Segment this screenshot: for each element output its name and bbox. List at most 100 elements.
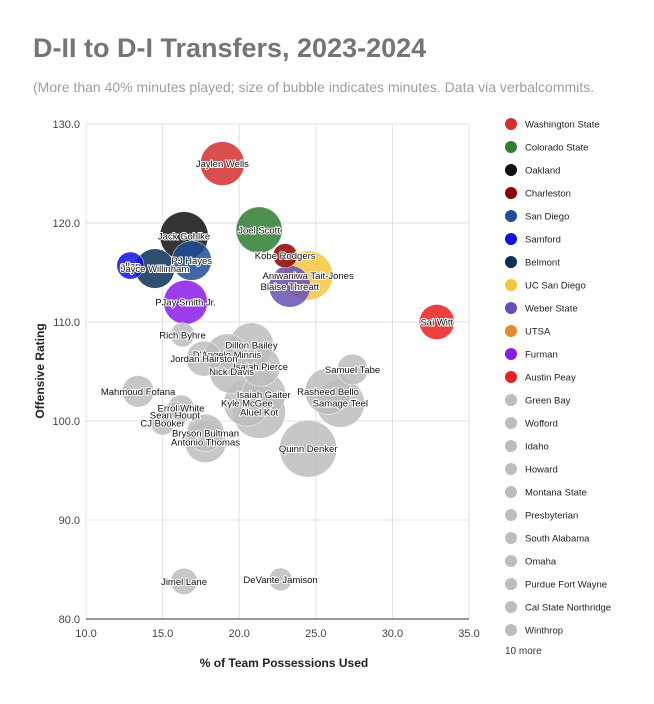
data-label: Blaise Threatt bbox=[261, 282, 320, 293]
legend-swatch bbox=[505, 279, 517, 291]
data-label: Kyle McGee bbox=[221, 399, 273, 410]
legend-item[interactable]: Cal State Northridge bbox=[505, 601, 611, 614]
data-label: Sean Houpt bbox=[150, 411, 201, 422]
legend-item[interactable]: Austin Peay bbox=[505, 371, 576, 384]
data-label: Jordan Hairston bbox=[170, 354, 237, 365]
bubble-point[interactable] bbox=[170, 322, 195, 348]
axes: 10.0 15.0 20.0 25.0 30.0 35.0 80.0 90.0 100.0 110… bbox=[52, 119, 479, 640]
legend-item[interactable]: Idaho bbox=[505, 440, 549, 453]
legend-label: Green Bay bbox=[525, 396, 571, 407]
data-label: Rich Byhre bbox=[159, 330, 205, 341]
legend-item[interactable]: Montana State bbox=[505, 486, 587, 499]
bubble-point[interactable] bbox=[170, 567, 198, 595]
legend-swatch bbox=[505, 601, 517, 613]
legend-item[interactable]: Omaha bbox=[505, 555, 557, 568]
legend-item[interactable]: Presbyterian bbox=[505, 509, 578, 522]
y-tick-label: 100.0 bbox=[52, 416, 80, 428]
data-label: PJay Smith Jr. bbox=[155, 298, 216, 309]
legend-swatch bbox=[505, 302, 517, 314]
x-tick-label: 25.0 bbox=[305, 628, 326, 640]
data-label: Jaylen Wells bbox=[196, 159, 249, 170]
legend-label: Presbyterian bbox=[525, 511, 578, 522]
x-tick-label: 30.0 bbox=[382, 628, 403, 640]
legend-item[interactable]: UC San Diego bbox=[505, 279, 586, 292]
legend-item[interactable]: Belmont bbox=[505, 256, 560, 269]
data-label: DeVante Jamison bbox=[243, 575, 317, 586]
legend-item[interactable]: San Diego bbox=[505, 210, 569, 223]
legend-swatch bbox=[505, 532, 517, 544]
point-labels: Jaylen Wells Joel Scott Jack Gohlke Kobe Ro… bbox=[100, 158, 455, 589]
legend-item[interactable]: South Alabama bbox=[505, 532, 590, 545]
y-tick-label: 90.0 bbox=[59, 515, 80, 527]
chart-title: D-II to D-I Transfers, 2023-2024 bbox=[33, 33, 427, 63]
legend-item[interactable]: Colorado State bbox=[505, 141, 588, 154]
legend-item[interactable]: Winthrop bbox=[505, 624, 563, 637]
data-label: Nick Davis bbox=[209, 367, 254, 378]
legend-item[interactable]: Green Bay bbox=[505, 394, 571, 407]
x-tick-label: 10.0 bbox=[75, 628, 96, 640]
legend-swatch bbox=[505, 578, 517, 590]
legend-label: San Diego bbox=[525, 212, 569, 223]
bubble-point[interactable] bbox=[121, 375, 155, 408]
x-tick-label: 35.0 bbox=[458, 628, 479, 640]
legend-item[interactable]: Oakland bbox=[505, 164, 560, 177]
bubble-point[interactable] bbox=[272, 243, 298, 269]
legend-swatch bbox=[505, 164, 517, 176]
data-label: Joel Scott bbox=[238, 225, 280, 236]
bubble-point[interactable] bbox=[418, 304, 455, 340]
bubble-point[interactable] bbox=[116, 251, 145, 280]
legend-label: Austin Peay bbox=[525, 373, 576, 384]
y-tick-label: 110.0 bbox=[53, 317, 80, 329]
legend-swatch bbox=[505, 141, 517, 153]
legend-item[interactable]: Weber State bbox=[505, 302, 578, 315]
x-tick-label: 15.0 bbox=[152, 628, 173, 640]
bubble-point[interactable] bbox=[304, 367, 352, 415]
legend-swatch bbox=[505, 210, 517, 222]
data-label: Dillon Bailey bbox=[225, 340, 278, 351]
legend-label: Colorado State bbox=[525, 143, 588, 154]
legend-label: Oakland bbox=[525, 166, 560, 177]
legend-item[interactable]: Washington State bbox=[505, 118, 600, 131]
data-label: Errol White bbox=[157, 404, 204, 415]
data-label: Aniwaniwa Tait-Jones bbox=[263, 271, 354, 282]
bubble-point[interactable] bbox=[186, 413, 225, 452]
x-axis-label: % of Team Possessions Used bbox=[200, 656, 369, 670]
legend-label: Charleston bbox=[525, 189, 571, 200]
legend-item[interactable]: Furman bbox=[505, 348, 558, 361]
bubble-point[interactable] bbox=[235, 206, 283, 254]
bubble-point[interactable] bbox=[186, 340, 222, 377]
legend-swatch bbox=[505, 624, 517, 636]
y-tick-label: 120.0 bbox=[52, 218, 80, 230]
legend-label: Idaho bbox=[525, 442, 549, 453]
bubble-point[interactable] bbox=[150, 410, 175, 436]
legend-swatch bbox=[505, 509, 517, 521]
legend-item[interactable]: Howard bbox=[505, 463, 558, 476]
legend-item[interactable]: Charleston bbox=[505, 187, 571, 200]
legend-label: Montana State bbox=[525, 488, 587, 499]
bubble-point[interactable] bbox=[268, 567, 293, 592]
bubble-point[interactable] bbox=[240, 346, 281, 387]
data-label: Samuel Tabe bbox=[325, 365, 380, 376]
legend-swatch bbox=[505, 555, 517, 567]
legend-item[interactable]: Samford bbox=[505, 233, 561, 246]
legend-label: Winthrop bbox=[525, 626, 563, 637]
legend-item[interactable]: Wofford bbox=[505, 417, 558, 430]
legend-label: Weber State bbox=[525, 304, 578, 315]
data-label: Isaiah Pierce bbox=[233, 362, 288, 373]
legend-item[interactable]: Purdue Fort Wayne bbox=[505, 578, 607, 591]
data-label: allan bbox=[120, 261, 140, 272]
legend-more-link[interactable]: 10 more bbox=[505, 646, 542, 657]
legend-item[interactable]: UTSA bbox=[505, 325, 551, 338]
data-label: Kobe Rodgers bbox=[255, 251, 316, 262]
data-label: Aluel Kot bbox=[240, 408, 278, 419]
bubble-point[interactable] bbox=[279, 419, 337, 478]
data-label: Jack Gohlke bbox=[158, 231, 210, 242]
data-label: Jayce Willinham bbox=[121, 264, 190, 275]
legend-swatch bbox=[505, 348, 517, 360]
bubble-point[interactable] bbox=[336, 353, 369, 386]
bubble-point[interactable] bbox=[200, 141, 245, 186]
data-label: Samage Teel bbox=[313, 399, 368, 410]
data-label: Bryson Bultman bbox=[172, 428, 239, 439]
legend-label: Omaha bbox=[525, 557, 557, 568]
